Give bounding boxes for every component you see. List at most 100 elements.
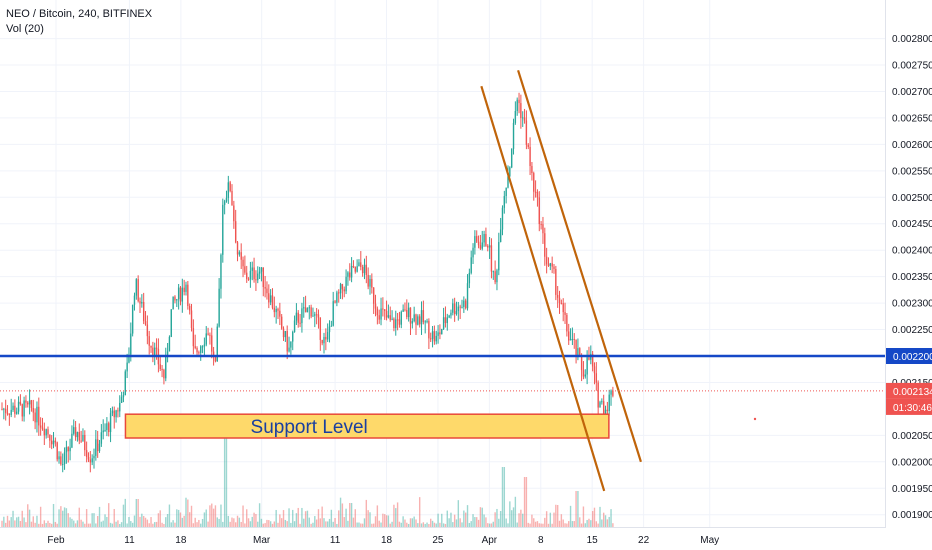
volume-bar bbox=[196, 522, 198, 527]
candle-body bbox=[556, 294, 559, 298]
volume-bar bbox=[404, 519, 406, 527]
candle-body bbox=[422, 310, 425, 323]
volume-bar bbox=[234, 522, 237, 527]
volume-bar bbox=[113, 508, 115, 527]
volume-bar bbox=[442, 523, 445, 527]
volume-bar bbox=[575, 491, 577, 527]
candle-body bbox=[406, 309, 408, 318]
candle-body bbox=[106, 423, 108, 430]
volume-bar bbox=[547, 523, 550, 527]
candle-body bbox=[155, 347, 158, 349]
candle-body bbox=[28, 400, 31, 405]
candle-body bbox=[109, 413, 112, 433]
price-tick-label: 0.002500 bbox=[892, 193, 932, 204]
volume-bar bbox=[360, 523, 362, 527]
volume-bar bbox=[141, 513, 143, 527]
candle-body bbox=[564, 312, 566, 315]
candle-body bbox=[389, 315, 391, 320]
volume-bar bbox=[568, 521, 570, 527]
candle-body bbox=[358, 262, 360, 267]
candle-body bbox=[113, 410, 115, 418]
volume-bar bbox=[356, 522, 358, 527]
volume-bar bbox=[555, 504, 557, 527]
volume-bar bbox=[126, 523, 128, 527]
candle-body bbox=[111, 410, 114, 414]
volume-bar bbox=[297, 507, 299, 527]
candle-body bbox=[260, 267, 263, 272]
candle-body bbox=[82, 434, 84, 441]
candle-body bbox=[505, 187, 507, 197]
symbol-title[interactable]: NEO / Bitcoin, 240, BITFINEX bbox=[6, 8, 153, 20]
volume-bar bbox=[312, 522, 314, 527]
candle-body bbox=[14, 405, 16, 414]
candle-body bbox=[496, 270, 498, 283]
candle-body bbox=[306, 308, 309, 313]
volume-bar bbox=[84, 523, 86, 527]
volume-bar bbox=[139, 516, 141, 527]
candle-body bbox=[360, 262, 362, 267]
candle-body bbox=[411, 321, 414, 324]
volume-bar bbox=[122, 504, 125, 527]
candle-body bbox=[253, 267, 255, 280]
volume-bar bbox=[205, 509, 207, 527]
candle-body bbox=[211, 335, 213, 352]
volume-bar bbox=[418, 497, 421, 527]
candle-body bbox=[47, 429, 49, 435]
candle-body bbox=[27, 402, 29, 405]
volume-bar bbox=[236, 515, 239, 527]
volume-bar bbox=[284, 519, 287, 527]
volume-bar bbox=[95, 523, 97, 527]
candle-body bbox=[450, 312, 452, 316]
candle-body bbox=[439, 332, 441, 335]
volume-indicator-title[interactable]: Vol (20) bbox=[6, 23, 44, 35]
candle-body bbox=[293, 320, 296, 332]
volume-bar bbox=[349, 503, 351, 527]
support-zone-box[interactable] bbox=[124, 413, 610, 439]
volume-bar bbox=[266, 519, 268, 527]
candle-body bbox=[216, 326, 218, 362]
volume-bar bbox=[496, 508, 498, 527]
candle-body bbox=[428, 320, 430, 339]
candle-body bbox=[509, 167, 511, 177]
volume-bar bbox=[577, 491, 579, 527]
candle-body bbox=[192, 328, 195, 347]
candle-body bbox=[266, 288, 268, 294]
volume-bar bbox=[293, 521, 296, 527]
volume-bar bbox=[223, 417, 226, 527]
candle-body bbox=[510, 148, 513, 168]
candle-body bbox=[380, 308, 382, 320]
candle-body bbox=[606, 409, 609, 412]
volume-bar bbox=[135, 499, 138, 527]
volume-bar bbox=[422, 522, 425, 527]
channel-line-upper[interactable] bbox=[517, 69, 642, 463]
volume-bar bbox=[220, 504, 222, 527]
volume-bar bbox=[144, 517, 147, 527]
candle-body bbox=[233, 205, 235, 222]
volume-bar bbox=[523, 477, 526, 527]
candle-body bbox=[141, 301, 143, 304]
volume-bar bbox=[45, 523, 47, 527]
candle-body bbox=[323, 336, 325, 344]
candle-body bbox=[597, 382, 599, 408]
candle-body bbox=[492, 271, 494, 273]
price-tick-label: 0.002650 bbox=[892, 113, 932, 124]
price-tick-label: 0.002450 bbox=[892, 219, 932, 230]
candle-body bbox=[499, 229, 502, 243]
candle-body bbox=[571, 338, 574, 340]
volume-bar bbox=[542, 523, 544, 527]
channel-line-lower[interactable] bbox=[480, 85, 606, 492]
candle-body bbox=[417, 316, 419, 325]
candle-body bbox=[126, 362, 128, 372]
candle-body bbox=[12, 405, 14, 410]
candle-body bbox=[268, 293, 270, 303]
volume-bar bbox=[187, 499, 189, 527]
volume-bar bbox=[269, 521, 272, 527]
volume-bar bbox=[87, 523, 90, 527]
candle-body bbox=[395, 319, 397, 329]
candle-body bbox=[212, 351, 215, 356]
candle-body bbox=[479, 245, 482, 249]
volume-bar bbox=[131, 522, 134, 527]
countdown-tag bbox=[886, 398, 932, 415]
